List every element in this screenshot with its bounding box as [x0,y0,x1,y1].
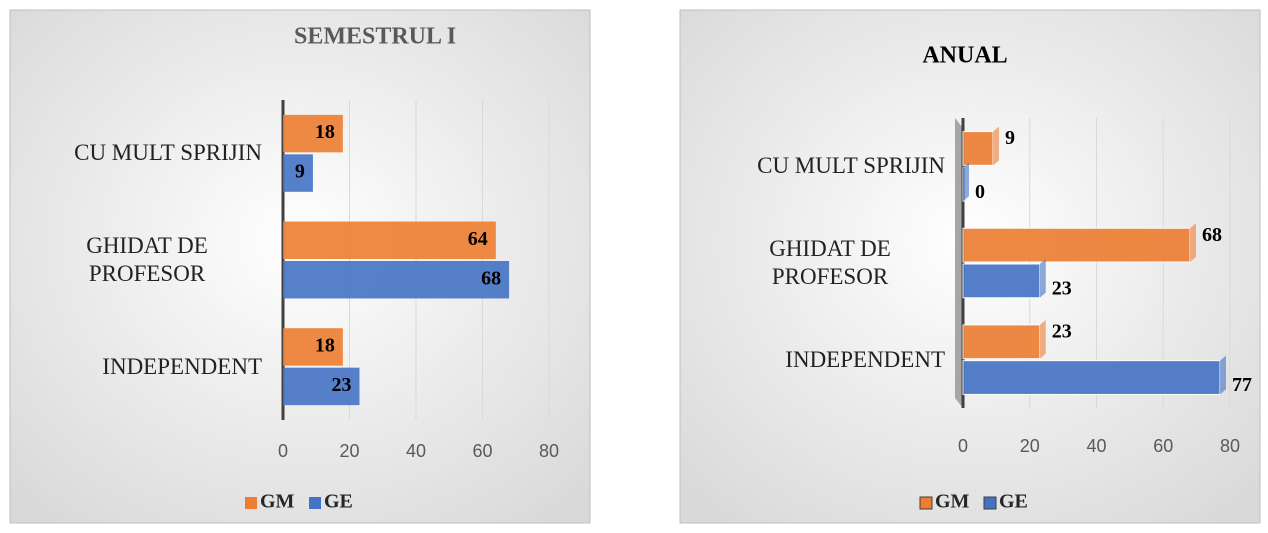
bar [283,221,496,259]
data-label: 64 [468,228,488,250]
legend-label: GM [260,491,295,513]
x-tick-label: 80 [539,441,559,461]
data-label: 68 [1202,224,1222,246]
data-label: 0 [975,181,985,203]
legend-label: GE [324,491,353,513]
data-label: 18 [315,335,335,357]
x-tick-label: 80 [1220,436,1240,456]
x-tick-label: 0 [958,436,968,456]
x-tick-label: 40 [406,441,426,461]
category-label: GHIDAT DE PROFESOR [769,236,891,289]
x-tick-label: 0 [278,441,288,461]
bar-depth [1219,355,1226,395]
data-label: 9 [1005,127,1015,149]
x-tick-label: 20 [1020,436,1040,456]
x-tick-label: 40 [1086,436,1106,456]
bar [962,131,994,166]
bar-depth [963,162,969,202]
bar [283,114,343,153]
x-tick-label: 60 [1153,436,1173,456]
category-label: GHIDAT DE PROFESOR [86,233,208,286]
category-label: CU MULT SPRIJIN [757,153,945,179]
bar [962,360,1221,395]
data-label: 9 [295,161,305,183]
data-label: 23 [1052,277,1072,299]
data-label: 23 [1052,320,1072,342]
category-label: INDEPENDENT [785,346,945,372]
bar-depth [1189,223,1196,262]
chart-title: SEMESTRUL I [294,24,456,50]
bar-depth [993,126,1000,166]
x-tick-label: 20 [339,441,359,461]
bar [962,324,1041,360]
bar [283,261,510,299]
legend-label: GM [935,491,970,513]
bar-depth [1039,319,1046,359]
chart-title: ANUAL [922,43,1007,69]
data-label: 68 [481,267,501,289]
bar [962,227,1191,263]
data-label: 77 [1232,374,1252,396]
data-label: 23 [331,374,351,396]
bar [283,367,360,406]
bar-depth [1039,259,1046,298]
category-label: CU MULT SPRIJIN [74,140,262,166]
bar [283,154,313,192]
data-label: 18 [315,121,335,143]
bar [283,328,343,366]
x-tick-label: 60 [472,441,492,461]
legend-swatch [983,496,997,510]
category-label: INDEPENDENT [102,353,262,379]
legend-swatch [919,496,933,510]
legend-swatch [245,497,257,509]
legend-swatch [309,497,321,509]
legend-label: GE [999,491,1028,513]
axis-wall [955,118,963,408]
bar [962,263,1041,299]
